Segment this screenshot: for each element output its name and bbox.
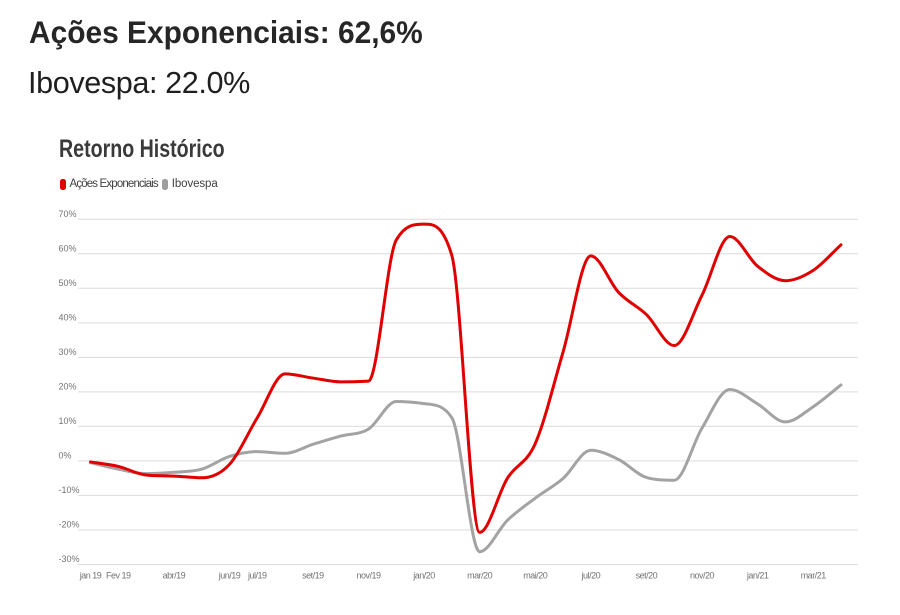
svg-text:-10%: -10% <box>59 485 80 495</box>
svg-text:40%: 40% <box>59 313 77 323</box>
svg-text:10%: 10% <box>59 416 77 426</box>
page-subtitle: Ibovespa: 22.0% <box>28 65 250 100</box>
svg-text:Fev 19: Fev 19 <box>106 571 131 581</box>
legend-swatch-gray <box>162 179 169 191</box>
legend-label: Ações Exponenciais <box>69 178 159 190</box>
svg-text:mar/21: mar/21 <box>801 571 827 581</box>
svg-text:jan 19: jan 19 <box>79 571 102 581</box>
legend-item-ibovespa[interactable]: Ibovespa <box>162 178 218 191</box>
legend-swatch-red <box>60 179 66 191</box>
svg-text:-30%: -30% <box>59 554 80 564</box>
svg-text:set/20: set/20 <box>636 571 658 581</box>
svg-text:jan/21: jan/21 <box>746 571 769 581</box>
svg-text:0%: 0% <box>59 451 72 461</box>
svg-text:nov/19: nov/19 <box>356 571 381 581</box>
svg-text:nov/20: nov/20 <box>690 571 715 581</box>
svg-text:60%: 60% <box>59 243 77 253</box>
svg-text:jan/20: jan/20 <box>412 571 435 581</box>
svg-text:mar/20: mar/20 <box>467 571 493 581</box>
chart-title: Retorno Histórico <box>59 134 225 163</box>
legend-label: Ibovespa <box>171 178 218 190</box>
svg-text:70%: 70% <box>59 209 77 219</box>
svg-text:20%: 20% <box>59 382 77 392</box>
svg-text:set/19: set/19 <box>302 571 324 581</box>
svg-text:abr/19: abr/19 <box>163 571 186 581</box>
page-title: Ações Exponenciais: 62,6% <box>29 15 423 51</box>
legend-item-acoes-exponenciais[interactable]: Ações Exponenciais <box>60 178 159 191</box>
svg-text:jun/19: jun/19 <box>218 571 241 581</box>
svg-text:mai/20: mai/20 <box>523 571 548 581</box>
svg-text:30%: 30% <box>59 347 77 357</box>
chart-legend: Ações Exponenciais Ibovespa <box>60 178 218 191</box>
svg-text:-20%: -20% <box>59 520 80 530</box>
svg-text:50%: 50% <box>59 278 77 288</box>
svg-text:jul/20: jul/20 <box>581 571 601 581</box>
svg-text:jul/19: jul/19 <box>247 571 267 581</box>
